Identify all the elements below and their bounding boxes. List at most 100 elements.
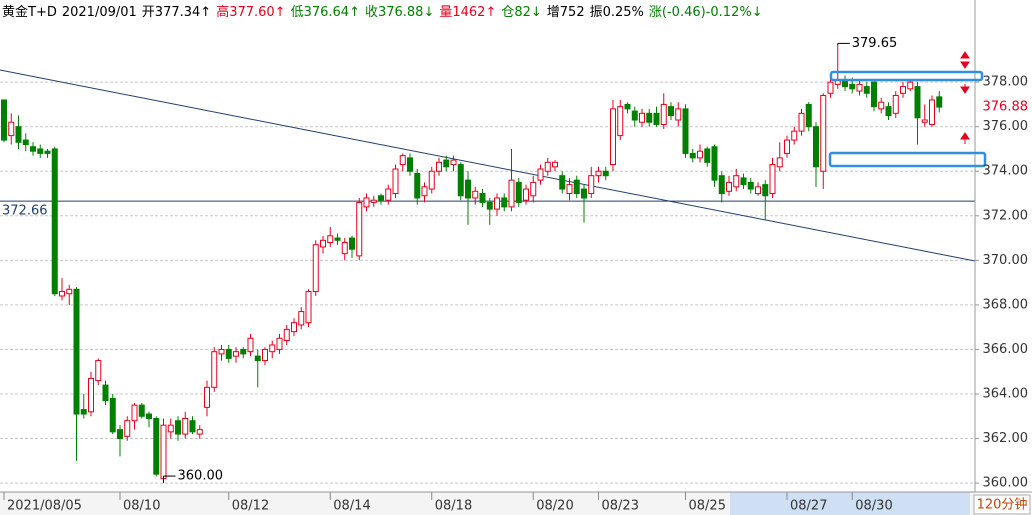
y-tick-label: 370.00 (983, 253, 1029, 268)
x-tick-label: 08/12 (232, 499, 269, 514)
candle-body (515, 181, 522, 203)
arrows (960, 51, 970, 144)
candle-body (59, 291, 65, 297)
candle-body (537, 168, 544, 181)
candle-body (102, 384, 109, 402)
x-tick-label: 08/20 (536, 499, 573, 514)
y-tick-label: 366.00 (983, 342, 1029, 357)
candle-body (892, 95, 899, 114)
candle-body (327, 235, 334, 244)
x-tick-label: 08/14 (333, 499, 370, 514)
reference-label: 372.66 (2, 204, 48, 219)
candle-body (44, 150, 51, 154)
support-box (828, 151, 987, 168)
x-tick-label: 08/30 (855, 499, 892, 514)
candle-body (617, 106, 624, 137)
candle-body (863, 86, 870, 94)
candle-body (196, 429, 203, 435)
candle-body (747, 181, 754, 190)
candle-body (443, 159, 450, 168)
candle-body (95, 360, 102, 382)
candle-body (798, 112, 805, 132)
candle-body (146, 413, 152, 419)
candle-body (581, 188, 587, 199)
candle-body (900, 86, 906, 94)
candle-body (595, 170, 602, 177)
candle-body (356, 201, 363, 257)
candle-body (755, 186, 761, 195)
header-field: 收376.88↓ (365, 5, 434, 20)
candle-body (175, 420, 181, 435)
candle-body (733, 175, 740, 188)
candle-body (776, 157, 783, 168)
x-tick-label: 2021/08/05 (7, 499, 82, 514)
candle-body (631, 110, 638, 121)
candle-body (109, 397, 116, 433)
candle-body (421, 186, 428, 197)
candle-body (602, 170, 609, 177)
header: 黄金T+D 2021/09/01 开377.34↑ 高377.60↑ 低376.64↑ 收… (2, 4, 763, 20)
candle-body (784, 139, 790, 154)
candle-body (682, 108, 689, 154)
candle-body (704, 148, 711, 163)
candle-body (573, 179, 580, 195)
candle-body (566, 184, 573, 195)
candle-body (791, 130, 798, 141)
candle-body (262, 348, 268, 362)
candle-body (30, 146, 36, 152)
candle-body (929, 99, 935, 125)
candle-body (936, 96, 943, 108)
y-tick-label: 362.00 (983, 431, 1029, 446)
annotation-label: 379.65 (852, 36, 898, 51)
candle-body (769, 164, 776, 195)
candle-body (436, 161, 442, 172)
candle-body (1, 99, 7, 141)
candle-body (885, 106, 892, 117)
candle-body (871, 81, 877, 108)
candle-body (501, 197, 508, 208)
candle-body (117, 429, 123, 440)
header-field: 仓82↓ (501, 5, 541, 20)
x-tick-label: 08/27 (790, 499, 827, 514)
candle-body (225, 348, 232, 359)
candle-body (610, 108, 616, 166)
candle-body (283, 328, 290, 342)
candle-body (218, 348, 225, 355)
x-tick-label: 08/10 (123, 499, 160, 514)
candle-body (914, 86, 921, 119)
candle-body (349, 237, 355, 250)
candle-body (153, 417, 160, 475)
candle-body (907, 81, 914, 90)
candle-body (660, 103, 667, 125)
candle-body (813, 126, 819, 168)
candle-body (399, 155, 406, 166)
candle-body (711, 146, 718, 181)
y-tick-label: 374.00 (983, 164, 1029, 179)
candle-body (530, 181, 537, 197)
candle-body (51, 148, 58, 295)
candle-body (240, 348, 247, 355)
candle-body (450, 159, 457, 166)
header-field: 高377.60↑ (216, 4, 285, 20)
candle-body (88, 377, 94, 413)
header-field: 涨(-0.46)-0.12%↓ (649, 5, 763, 20)
candle-body (370, 199, 377, 203)
candle-body (726, 181, 732, 192)
candle-body (559, 175, 566, 190)
candle-body (182, 417, 189, 435)
candle-body (697, 150, 703, 159)
candle-body (689, 152, 696, 159)
candle-body (378, 195, 384, 201)
header-field: 振0.25% (590, 5, 644, 20)
candle-body (167, 424, 174, 433)
candle-body (653, 112, 660, 125)
period-label: 120分钟 (977, 497, 1028, 513)
annotation-label: 360.00 (178, 469, 224, 484)
candle-body (718, 175, 725, 195)
candle-body (639, 112, 645, 123)
header-field: 量1462↑ (439, 5, 496, 20)
candle-body (276, 337, 283, 350)
candle-body (428, 170, 435, 190)
candle-body (269, 344, 276, 353)
candle-body (508, 179, 515, 208)
